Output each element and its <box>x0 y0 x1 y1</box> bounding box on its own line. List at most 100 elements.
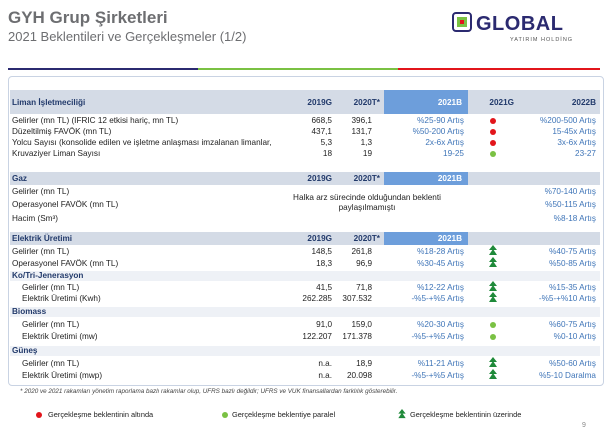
legend-above-label: Gerçekleşme beklentinin üzerinde <box>410 410 522 419</box>
gunes-title-row: Güneş <box>10 346 600 356</box>
value-2019: n.a. <box>318 371 332 380</box>
elektrik-header-row: Elektrik Üretimi 2019G 2020T* 2021B <box>10 232 600 245</box>
status-parallel-icon <box>490 151 496 157</box>
row-label: Gelirler (mn TL) <box>12 247 70 256</box>
row-label: Hacim (Sm³) <box>12 214 58 223</box>
value-2021b: %20-30 Artış <box>417 320 464 329</box>
legend-below-label: Gerçekleşme beklentinin altında <box>48 410 154 419</box>
page-number: 9 <box>582 422 586 429</box>
gaz-row-gelir: Gelirler (mn TL) %70-140 Artış <box>10 187 600 197</box>
value-2021b: %12-22 Artış <box>417 283 464 292</box>
status-below-icon <box>490 129 496 135</box>
status-parallel-icon <box>490 322 496 328</box>
value-2020: 159,0 <box>351 320 373 329</box>
col-2021b: 2021B <box>437 174 462 183</box>
footnote: * 2020 ve 2021 rakamları yönetim raporla… <box>20 388 398 395</box>
status-above-icon <box>489 357 497 367</box>
gunes-row-gelir: Gelirler (mn TL) n.a. 18,9 %11-21 Artış … <box>10 357 600 369</box>
row-label: Gelirler (mn TL) <box>12 187 70 196</box>
value-2021b: %11-21 Artış <box>417 359 464 368</box>
value-2021b: %25-90 Artış <box>417 116 464 125</box>
liman-row-yolcu: Yolcu Sayısı (konsolide edilen ve işletm… <box>10 138 600 148</box>
biomass-title-row: Biomass <box>10 307 600 317</box>
liman-row-favok: Düzeltilmiş FAVÖK (mn TL) 437,1 131,7 %5… <box>10 127 600 137</box>
value-2021b: -%5-+%5 Artış <box>411 371 464 380</box>
value-2020: 19 <box>362 149 372 158</box>
col-2020t: 2020T* <box>353 234 380 243</box>
subsection-title-gunes: Güneş <box>12 346 38 355</box>
gunes-row-uretim: Elektrik Üretimi (mwp) n.a. 20.098 -%5-+… <box>10 369 600 381</box>
status-below-icon <box>490 140 496 146</box>
row-label: Operasyonel FAVÖK (mn TL) <box>12 200 119 209</box>
value-2021b: -%5-+%5 Artış <box>411 332 464 341</box>
value-2022b: %5-10 Daralma <box>539 371 596 380</box>
value-2021b: 2x-6x Artış <box>425 138 464 147</box>
row-label: Elektrik Üretimi (mw) <box>22 332 98 341</box>
kotri-row-uretim: Elektrik Üretimi (Kwh) 262.285 307.532 -… <box>10 292 600 304</box>
gaz-row-hacim: Hacim (Sm³) %8-18 Artış <box>10 214 600 224</box>
logo-subtitle: YATIRIM HOLDİNG <box>510 37 574 43</box>
col-2021b: 2021B <box>437 234 462 243</box>
value-2021b: %50-200 Artış <box>412 127 464 136</box>
value-2019: 668,5 <box>311 116 333 125</box>
row-label: Gelirler (mn TL) <box>22 283 80 292</box>
legend-tree-icon <box>398 409 406 419</box>
gaz-note: Halka arz sürecinde olduğundan beklenti … <box>293 193 441 212</box>
value-2019: 91,0 <box>316 320 332 329</box>
kotri-title-row: Ko/Tri-Jenerasyon <box>10 271 600 281</box>
value-2021b: %30-45 Artış <box>417 259 464 268</box>
row-label: Gelirler (mn TL) (IFRIC 12 etkisi hariç,… <box>12 116 179 125</box>
status-below-icon <box>490 118 496 124</box>
value-2020: 96,9 <box>356 259 372 268</box>
value-2022b: %15-35 Artış <box>549 283 596 292</box>
value-2021b: %18-28 Artış <box>417 247 464 256</box>
value-2022b: 15-45x Artış <box>552 127 596 136</box>
value-2022b: %60-75 Artış <box>549 320 596 329</box>
liman-header-row: Liman İşletmeciliği 2019G 2020T* 2021B 2… <box>10 90 600 114</box>
col-2022b: 2022B <box>571 98 596 107</box>
page-title: GYH Grup Şirketleri <box>8 8 168 27</box>
legend-parallel-label: Gerçekleşme beklentiye paralel <box>232 410 336 419</box>
value-2022b: %200-500 Artış <box>540 116 596 125</box>
row-label: Gelirler (mn TL) <box>22 359 80 368</box>
value-2019: 18,3 <box>316 259 332 268</box>
value-2022b: %0-10 Artış <box>553 332 596 341</box>
value-2022b: %50-60 Artış <box>549 359 596 368</box>
row-label: Düzeltilmiş FAVÖK (mn TL) <box>12 127 112 136</box>
status-above-icon <box>489 369 497 379</box>
value-2020: 71,8 <box>356 283 372 292</box>
value-2019: 122.207 <box>302 332 332 341</box>
col-2019g: 2019G <box>307 234 332 243</box>
liman-row-gelir: Gelirler (mn TL) (IFRIC 12 etkisi hariç,… <box>10 116 600 126</box>
status-above-icon <box>489 257 497 267</box>
col-2020t: 2020T* <box>353 98 380 107</box>
legend-green-dot-icon <box>222 412 228 418</box>
section-title-liman: Liman İşletmeciliği <box>12 98 86 107</box>
legend-below: Gerçekleşme beklentinin altında <box>36 410 154 419</box>
col-2020t: 2020T* <box>353 174 380 183</box>
legend-above: Gerçekleşme beklentinin üzerinde <box>398 409 522 419</box>
col-2021b-band <box>384 172 468 185</box>
gaz-header-row: Gaz 2019G 2020T* 2021B <box>10 172 600 185</box>
value-2020: 18,9 <box>356 359 372 368</box>
col-2021b-band <box>384 90 468 114</box>
row-label: Elektrik Üretimi (Kwh) <box>22 294 101 303</box>
global-logo: GLOBAL YATIRIM HOLDİNG <box>452 12 602 62</box>
col-2021b-band <box>384 232 468 245</box>
header-stripe-navy <box>8 68 198 70</box>
value-2020: 20.098 <box>346 371 372 380</box>
status-above-icon <box>489 245 497 255</box>
value-2020: 131,7 <box>351 127 373 136</box>
value-2019: 41,5 <box>316 283 332 292</box>
gaz-note-row: Halka arz sürecinde olduğundan beklenti … <box>10 193 600 215</box>
value-2020: 396,1 <box>351 116 373 125</box>
logo-wordmark: GLOBAL <box>476 13 564 35</box>
value-2021b: -%5-+%5 Artış <box>411 294 464 303</box>
status-above-icon <box>489 281 497 291</box>
value-2019: 262.285 <box>302 294 332 303</box>
value-2022b: %70-140 Artış <box>544 187 596 196</box>
elektrik-row-gelir: Gelirler (mn TL) 148,5 261,8 %18-28 Artı… <box>10 245 600 257</box>
value-2022b: %50-85 Artış <box>549 259 596 268</box>
biomass-row-uretim: Elektrik Üretimi (mw) 122.207 171.378 -%… <box>10 332 600 342</box>
value-2022b: %40-75 Artış <box>549 247 596 256</box>
